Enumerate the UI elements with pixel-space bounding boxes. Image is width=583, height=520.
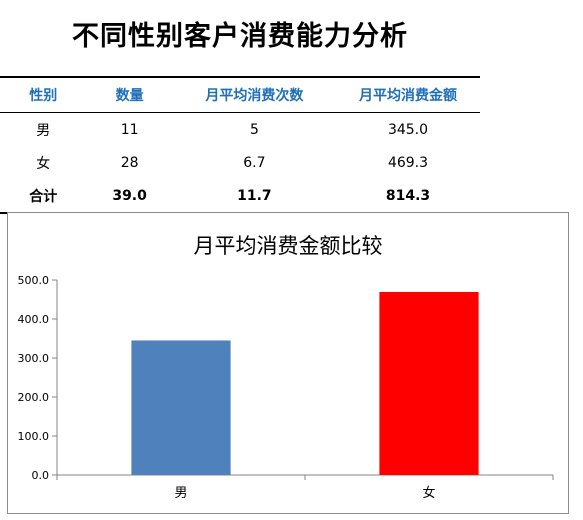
header-gender: 性别 bbox=[0, 77, 87, 113]
table-cell: 469.3 bbox=[387, 154, 429, 171]
table-cell: 合计 bbox=[29, 188, 58, 205]
y-tick-label: 300.0 bbox=[18, 352, 50, 365]
table-cell: 28 bbox=[120, 154, 139, 171]
chart-title: 月平均消费金额比较 bbox=[193, 234, 383, 258]
summary-table: 性别 数量 月平均消费次数 月平均消费金额 男 11 5 345.0 女 28 … bbox=[0, 76, 480, 214]
y-tick-label: 500.0 bbox=[18, 274, 50, 287]
x-tick-label: 女 bbox=[422, 485, 435, 501]
table-row: 女 28 6.7 469.3 bbox=[0, 146, 480, 179]
table-cell: 男 bbox=[36, 122, 51, 139]
y-tick-label: 0.0 bbox=[32, 469, 50, 482]
x-tick-label: 男 bbox=[174, 486, 187, 501]
table-row: 男 11 5 345.0 bbox=[0, 113, 480, 147]
y-tick-label: 400.0 bbox=[18, 313, 50, 326]
table-header-row: 性别 数量 月平均消费次数 月平均消费金额 bbox=[0, 77, 480, 113]
chart-area: 月平均消费金额比较 0.0 100.0 200.0 300.0 400.0 500.0 男 女 bbox=[7, 212, 569, 514]
table-cell: 5 bbox=[249, 121, 259, 138]
bar-chart: 0.0 100.0 200.0 300.0 400.0 500.0 男 女 bbox=[18, 274, 554, 501]
y-tick-label: 100.0 bbox=[18, 430, 50, 443]
table-cell: 11.7 bbox=[237, 187, 272, 204]
y-tick-label: 200.0 bbox=[18, 391, 50, 404]
bar-2 bbox=[379, 291, 479, 475]
bar-1 bbox=[131, 340, 231, 475]
header-count: 数量 bbox=[86, 77, 173, 113]
table-cell: 345.0 bbox=[387, 121, 429, 138]
table-cell: 6.7 bbox=[243, 154, 266, 171]
table-cell: 11 bbox=[120, 121, 139, 138]
table-cell: 女 bbox=[36, 155, 51, 172]
table-total-row: 合计 39.0 11.7 814.3 bbox=[0, 179, 480, 213]
header-avg-amount: 月平均消费金额 bbox=[336, 77, 480, 113]
page-title: 不同性别客户消费能力分析 bbox=[72, 21, 408, 52]
header-avg-visits: 月平均消费次数 bbox=[172, 77, 336, 113]
table-cell: 814.3 bbox=[385, 187, 431, 204]
table-cell: 39.0 bbox=[112, 187, 147, 204]
